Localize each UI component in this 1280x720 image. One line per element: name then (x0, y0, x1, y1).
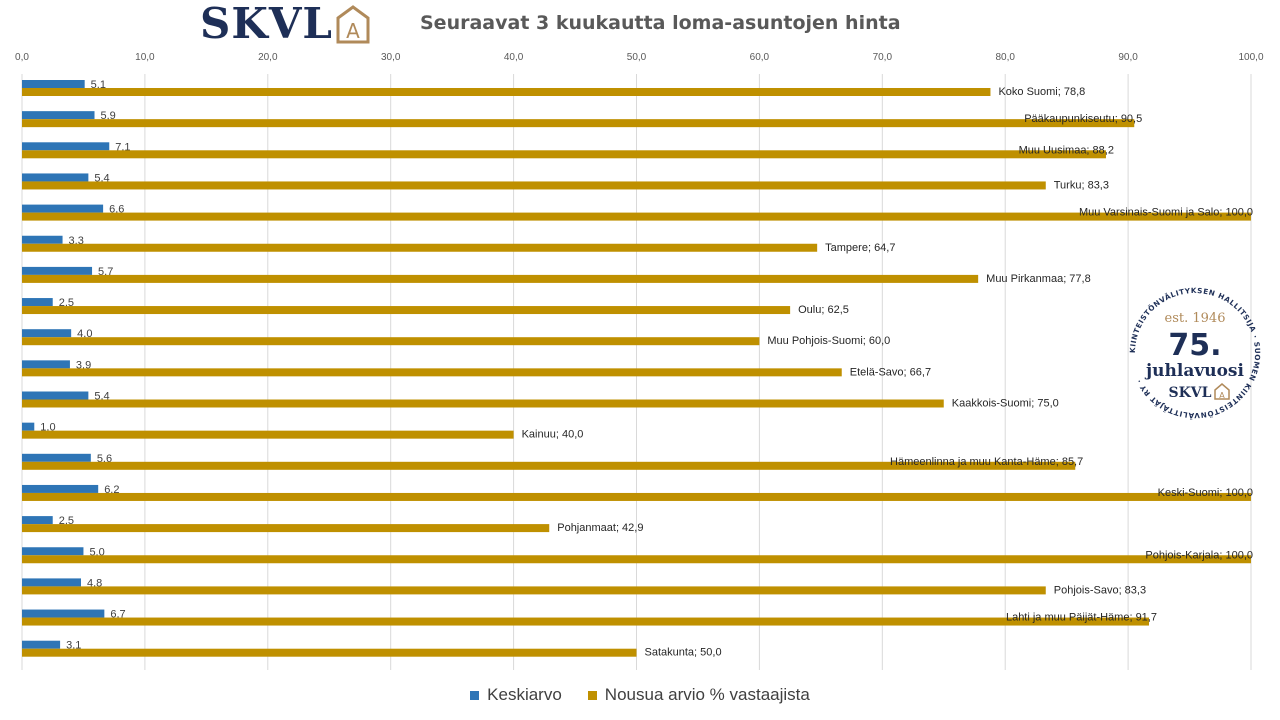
bar-keskiarvo (22, 547, 84, 556)
data-label-nousua: Pohjois-Karjala; 100,0 (1145, 549, 1253, 561)
logo-text: SKVL (200, 0, 333, 48)
legend-label-nousua: Nousua arvio % vastaajista (604, 685, 810, 704)
bar-nousua (22, 150, 1106, 159)
bar-nousua (22, 399, 944, 408)
bar-keskiarvo (22, 80, 85, 88)
bar-keskiarvo (22, 360, 70, 369)
x-tick-label: 50,0 (627, 52, 647, 63)
seal-house-icon: A (1214, 383, 1230, 400)
data-label-nousua: Pääkaupunkiseutu; 90,5 (1024, 113, 1142, 125)
x-tick-label: 10,0 (135, 52, 155, 63)
data-label-nousua: Pohjois-Savo; 83,3 (1054, 584, 1146, 596)
bar-nousua (22, 119, 1135, 128)
data-label-nousua: Koko Suomi; 78,8 (998, 86, 1085, 98)
bar-nousua (22, 461, 1076, 470)
x-tick-label: 30,0 (381, 52, 401, 63)
legend-item-keskiarvo: Keskiarvo (470, 685, 562, 705)
data-label-nousua: Muu Varsinais-Suomi ja Salo; 100,0 (1079, 207, 1253, 219)
house-a-logo-icon: A (336, 5, 370, 44)
legend-item-nousua: Nousua arvio % vastaajista (587, 685, 810, 705)
bar-keskiarvo (22, 422, 35, 431)
skvl-logo: SKVL A (200, 2, 371, 46)
data-label-nousua: Tampere; 64,7 (825, 242, 895, 254)
bar-nousua (22, 586, 1046, 595)
bar-keskiarvo (22, 640, 61, 649)
x-tick-label: 60,0 (750, 52, 770, 63)
bar-nousua (22, 368, 842, 377)
bar-keskiarvo (22, 609, 105, 618)
bar-keskiarvo (22, 578, 81, 587)
data-label-nousua: Muu Pohjois-Suomi; 60,0 (767, 335, 890, 347)
x-tick-label: 90,0 (1118, 52, 1138, 63)
bar-keskiarvo (22, 266, 93, 275)
bar-keskiarvo (22, 484, 99, 493)
chart-title: Seuraavat 3 kuukautta loma-asuntojen hin… (420, 12, 901, 34)
bar-nousua (22, 555, 1251, 564)
seal-est-text: est. 1946 (1165, 311, 1226, 326)
chart-legend: Keskiarvo Nousua arvio % vastaajista (0, 685, 1280, 705)
x-tick-label: 0,0 (15, 52, 29, 63)
bar-nousua (22, 337, 760, 346)
bar-nousua (22, 430, 514, 439)
data-label-nousua: Etelä-Savo; 66,7 (850, 366, 931, 378)
anniversary-seal: KIINTEISTÖNVÄLITYKSEN HALLITSIJA · SUOME… (1128, 286, 1262, 420)
legend-swatch-gold (587, 690, 597, 700)
data-label-nousua: Satakunta; 50,0 (645, 647, 722, 659)
data-label-nousua: Lahti ja muu Päijät-Häme; 91,7 (1006, 612, 1157, 624)
x-tick-label: 70,0 (873, 52, 893, 63)
bar-nousua (22, 181, 1046, 190)
data-label-nousua: Muu Uusimaa; 88,2 (1019, 144, 1114, 156)
x-tick-label: 40,0 (504, 52, 524, 63)
x-tick-label: 100,0 (1238, 52, 1263, 63)
bar-nousua (22, 648, 637, 657)
bar-keskiarvo (22, 516, 53, 525)
bar-keskiarvo (22, 298, 53, 307)
data-label-nousua: Kainuu; 40,0 (522, 429, 584, 441)
seal-brand-text: SKVL (1169, 385, 1212, 401)
legend-label-keskiarvo: Keskiarvo (487, 685, 562, 704)
data-label-nousua: Pohjanmaat; 42,9 (557, 522, 643, 534)
bar-nousua (22, 617, 1149, 626)
seal-juhlavuosi-text: juhlavuosi (1144, 361, 1244, 381)
bar-nousua (22, 243, 818, 252)
data-label-nousua: Hämeenlinna ja muu Kanta-Häme; 85,7 (890, 456, 1083, 468)
data-label-nousua: Kaakkois-Suomi; 75,0 (952, 398, 1059, 410)
bar-keskiarvo (22, 173, 89, 182)
bar-nousua (22, 274, 979, 283)
seal-75-text: 75. (1168, 328, 1221, 363)
bar-nousua (22, 306, 791, 315)
data-label-nousua: Muu Pirkanmaa; 77,8 (986, 273, 1091, 285)
data-label-nousua: Keski-Suomi; 100,0 (1158, 487, 1253, 499)
bar-nousua (22, 88, 991, 96)
bar-nousua (22, 524, 550, 533)
bar-keskiarvo (22, 111, 95, 120)
svg-text:A: A (1219, 391, 1225, 400)
x-tick-label: 20,0 (258, 52, 278, 63)
bar-keskiarvo (22, 329, 72, 338)
svg-text:A: A (346, 19, 360, 43)
legend-swatch-blue (470, 690, 480, 700)
x-tick-label: 80,0 (995, 52, 1015, 63)
data-label-nousua: Oulu; 62,5 (798, 304, 849, 316)
bar-keskiarvo (22, 142, 110, 151)
bar-keskiarvo (22, 391, 89, 400)
bar-keskiarvo (22, 453, 91, 462)
bar-keskiarvo (22, 235, 63, 244)
data-label-nousua: Turku; 83,3 (1054, 179, 1109, 191)
bar-keskiarvo (22, 204, 104, 213)
bar-nousua (22, 492, 1251, 501)
bar-nousua (22, 212, 1251, 221)
